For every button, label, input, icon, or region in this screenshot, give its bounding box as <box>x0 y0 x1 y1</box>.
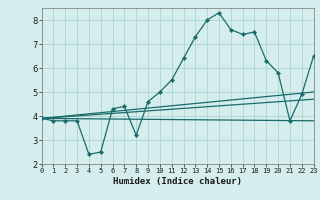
X-axis label: Humidex (Indice chaleur): Humidex (Indice chaleur) <box>113 177 242 186</box>
